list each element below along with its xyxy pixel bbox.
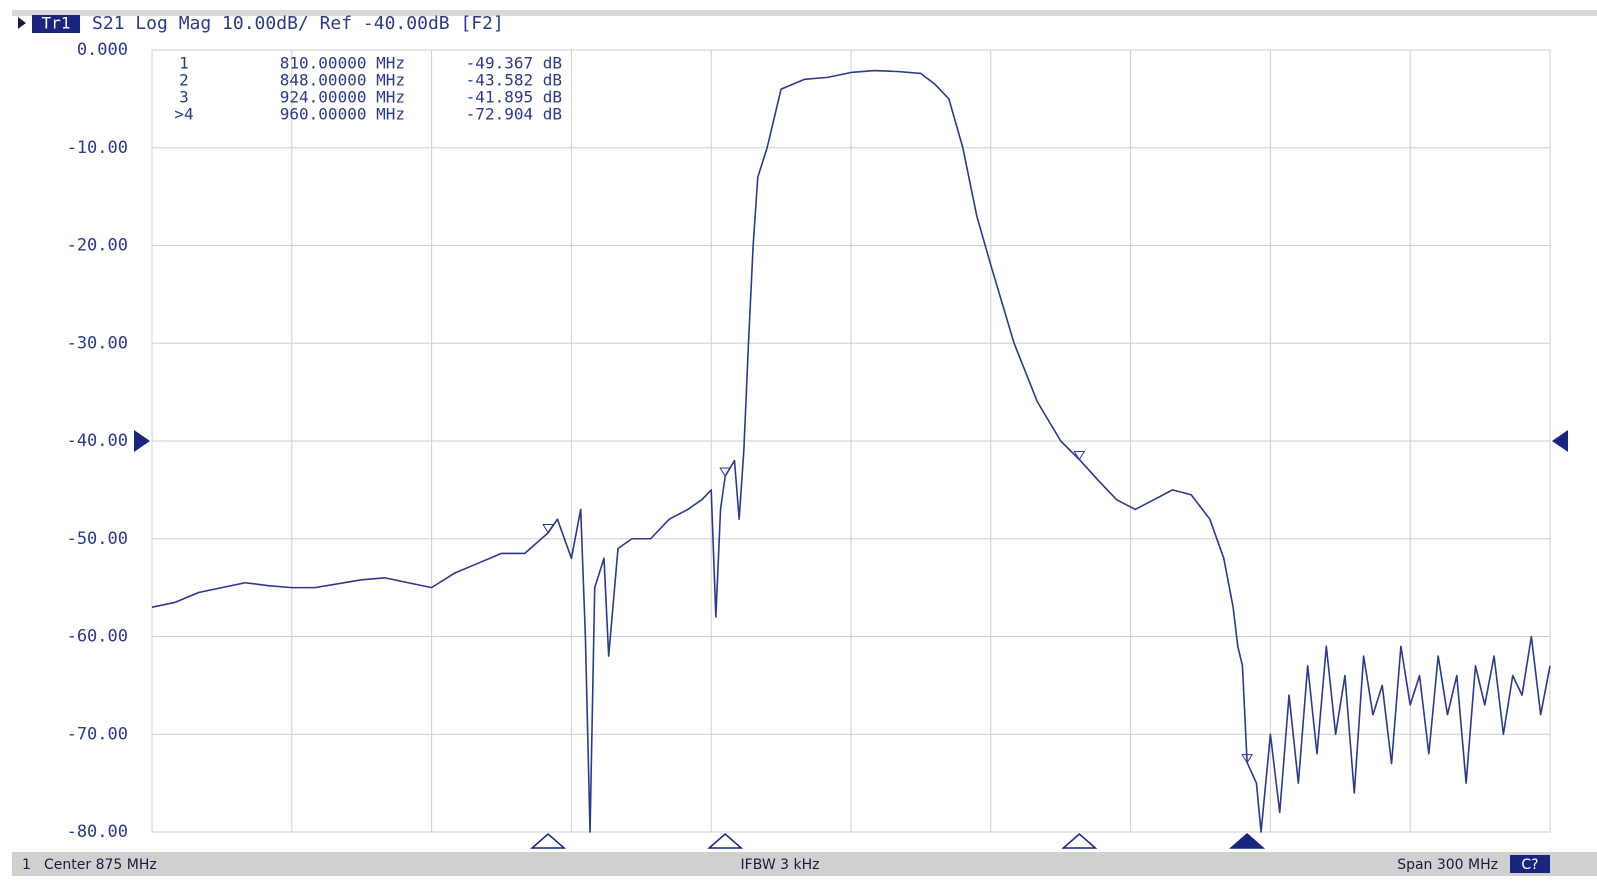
marker-point [1073, 451, 1086, 461]
y-tick-label: -50.00 [67, 529, 128, 549]
marker-id: 1 [179, 54, 189, 73]
marker-frequency: 960.00000 MHz [280, 105, 405, 124]
marker-triangle [707, 833, 744, 849]
top-border [12, 10, 1597, 16]
y-tick-label: -30.00 [67, 333, 128, 353]
y-tick-label: -60.00 [67, 627, 128, 647]
trace-badge [32, 15, 80, 33]
ifbw: IFBW 3 kHz [741, 857, 820, 873]
marker-triangle [1061, 833, 1098, 849]
center: Center 875 MHz [44, 857, 157, 873]
marker-point [719, 467, 732, 477]
marker-value: -49.367 dB [466, 54, 562, 73]
y-tick-label: 0.000 [77, 40, 128, 60]
reference-marker [1552, 430, 1568, 452]
marker-point [1241, 754, 1254, 764]
marker-frequency: 924.00000 MHz [280, 88, 405, 107]
marker-id: >4 [174, 105, 193, 124]
marker-triangle [1229, 833, 1266, 849]
y-tick-label: -10.00 [67, 138, 128, 158]
marker-value: -41.895 dB [466, 88, 562, 107]
marker-frequency: 848.00000 MHz [280, 71, 405, 90]
marker-value: -43.582 dB [466, 71, 562, 90]
trace-header: S21 Log Mag 10.00dB/ Ref -40.00dB [F2] [92, 13, 504, 34]
marker-point [542, 524, 555, 534]
reference-marker [134, 430, 150, 452]
y-tick-label: -80.00 [67, 822, 128, 842]
marker-triangle [530, 833, 567, 849]
y-tick-label: -20.00 [67, 236, 128, 256]
marker-id: 3 [179, 88, 189, 107]
status-bar [12, 852, 1597, 876]
active-trace-arrow [18, 17, 26, 29]
marker-frequency: 810.00000 MHz [280, 54, 405, 73]
marker-value: -72.904 dB [466, 105, 562, 124]
status: C? [1521, 857, 1538, 873]
status-badge [1510, 855, 1550, 873]
y-tick-label: -70.00 [67, 724, 128, 744]
trace-id: Tr1 [42, 14, 71, 33]
y-tick-label: -40.00 [67, 431, 128, 451]
span: Span 300 MHz [1397, 857, 1498, 873]
marker-id: 2 [179, 71, 189, 90]
channel: 1 [22, 857, 31, 873]
